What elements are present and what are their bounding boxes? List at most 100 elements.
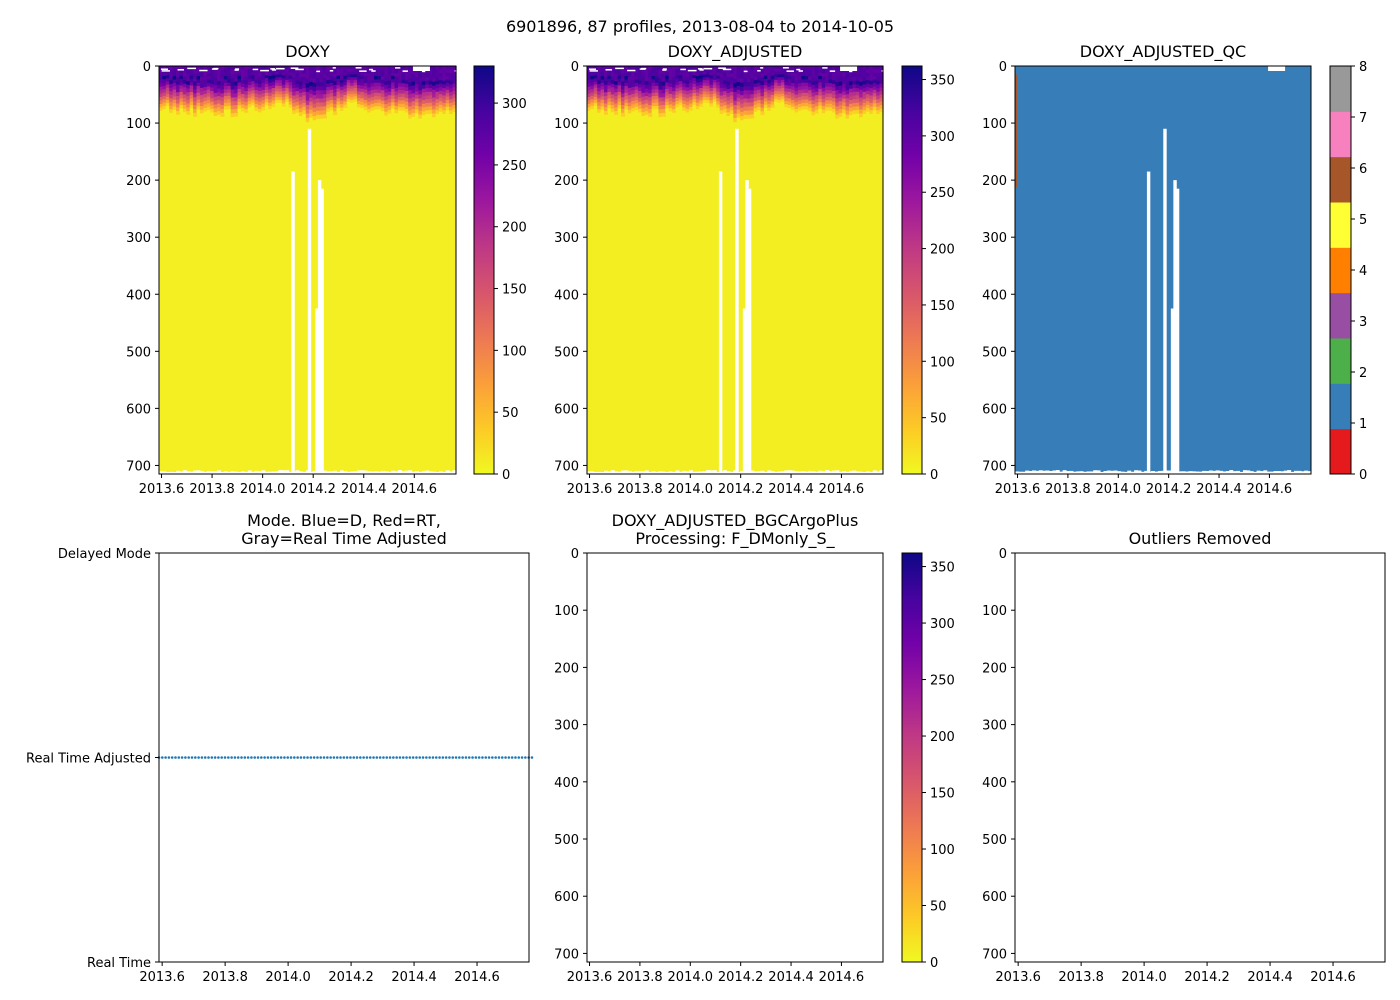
heatmap-cell [343, 69, 348, 74]
heatmap-cell [733, 100, 738, 106]
heatmap-cell [794, 98, 799, 103]
heatmap-cell [449, 84, 454, 89]
heatmap-cell [438, 97, 443, 102]
heatmap-cell [767, 107, 772, 112]
heatmap-cell [162, 66, 167, 70]
heatmap-cell [692, 90, 697, 94]
heatmap-cell [336, 75, 341, 80]
heatmap-cell [719, 84, 724, 89]
heatmap-cell [309, 97, 314, 103]
heatmap-cell [746, 114, 751, 120]
missing-profile-gap [320, 188, 324, 475]
heatmap-cell [357, 100, 362, 105]
heatmap-cell [852, 69, 857, 74]
heatmap-cell [435, 95, 440, 100]
heatmap-cell [401, 66, 406, 71]
heatmap-cell [432, 66, 437, 71]
heatmap-cell [234, 116, 239, 122]
heatmap-cell [401, 76, 406, 81]
heatmap-cell [638, 87, 643, 92]
heatmap-cell [182, 105, 187, 110]
heatmap-cell [247, 66, 252, 70]
heatmap-cell [391, 69, 396, 74]
heatmap-cell [162, 95, 167, 100]
heatmap-cell [319, 70, 324, 75]
heatmap-cell [835, 102, 840, 108]
missing-bottom-bin [825, 470, 830, 475]
heatmap-cell [223, 66, 228, 70]
heatmap-cell [787, 101, 792, 106]
heatmap-cell [784, 81, 789, 86]
heatmap-cell [244, 76, 249, 81]
heatmap-cell [162, 72, 167, 77]
missing-surface-bin [454, 70, 464, 72]
heatmap-cell [367, 83, 372, 89]
heatmap-cell [172, 69, 177, 74]
heatmap-cell [706, 83, 711, 87]
heatmap-cell [719, 95, 724, 100]
heatmap-cell [709, 106, 714, 111]
heatmap-cell [196, 69, 201, 74]
heatmap-cell [600, 82, 605, 87]
heatmap-cell [757, 72, 762, 77]
heatmap-cell [387, 69, 392, 74]
heatmap-cell [350, 82, 355, 87]
heatmap-cell [380, 76, 385, 81]
heatmap-cell [678, 105, 683, 110]
heatmap-cell [797, 100, 802, 105]
missing-bottom-bin [1307, 471, 1312, 476]
missing-bottom-bin [353, 471, 358, 476]
heatmap-cell [295, 83, 300, 89]
missing-bottom-bin [322, 470, 327, 475]
heatmap-cell [411, 93, 416, 98]
heatmap-cell [292, 106, 297, 111]
missing-bottom-bin [1259, 471, 1264, 476]
colorbar-segment [1330, 111, 1351, 158]
heatmap-cell [421, 81, 426, 86]
heatmap-cell [210, 101, 215, 106]
heatmap-cell [203, 86, 208, 92]
mode-point [520, 756, 524, 759]
mode-point [500, 756, 504, 759]
heatmap-cell [638, 98, 643, 103]
heatmap-cell [346, 96, 351, 100]
heatmap-cell [182, 94, 187, 99]
heatmap-cell [587, 86, 592, 91]
heatmap-cell [206, 106, 211, 111]
missing-surface-bin [605, 69, 612, 71]
heatmap-cell [176, 114, 181, 120]
heatmap-cell [879, 101, 884, 106]
heatmap-cell [590, 82, 595, 87]
heatmap-cell [638, 80, 643, 85]
heatmap-cell [401, 110, 406, 115]
heatmap-cell [702, 85, 707, 90]
missing-bottom-bin [186, 471, 191, 476]
missing-surface-bin [275, 67, 285, 70]
heatmap-cell [271, 81, 276, 86]
heatmap-cell [421, 100, 426, 105]
heatmap-cell [343, 95, 348, 99]
heatmap-cell [777, 74, 782, 78]
missing-bottom-bin [1242, 470, 1247, 475]
heatmap-cell [350, 66, 355, 70]
heatmap-cell [712, 88, 717, 92]
heatmap-cell [234, 77, 239, 83]
heatmap-cell [610, 108, 615, 113]
x-tick-label: 2013.6 [995, 970, 1041, 985]
heatmap-cell [237, 105, 242, 110]
heatmap-cell [329, 79, 334, 84]
heatmap-cell [415, 106, 420, 111]
missing-surface-bin [290, 67, 299, 69]
heatmap-cell [821, 109, 826, 114]
heatmap-cell [682, 107, 687, 112]
heatmap-cell [374, 66, 379, 70]
heatmap-cell [394, 69, 399, 74]
missing-bottom-bin [709, 470, 714, 475]
heatmap-cell [261, 103, 266, 108]
heatmap-cell [736, 81, 741, 87]
heatmap-cell [285, 74, 290, 78]
heatmap-cell [631, 111, 636, 116]
heatmap-cell [777, 66, 782, 70]
heatmap-cell [295, 98, 300, 103]
heatmap-cell [367, 112, 372, 117]
